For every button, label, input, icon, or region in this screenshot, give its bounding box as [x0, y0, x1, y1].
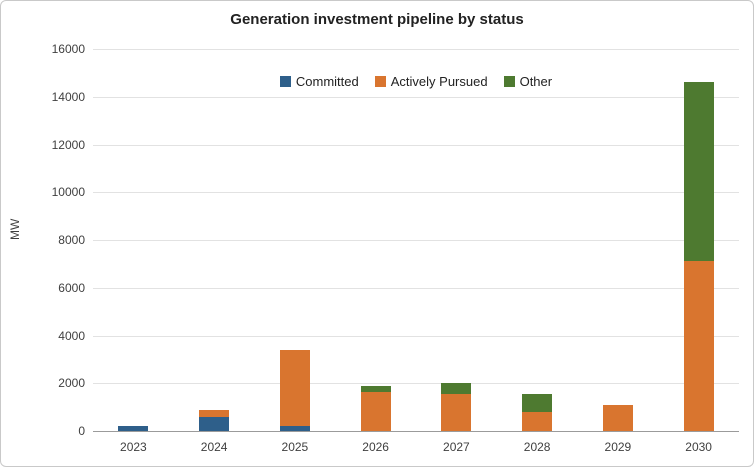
gridline	[93, 96, 739, 98]
legend-swatch	[279, 76, 291, 87]
y-tick-label: 14000	[51, 89, 85, 104]
y-tick-label: 2000	[58, 376, 85, 391]
bar-segment-other	[441, 383, 472, 394]
legend-item: Committed	[279, 74, 359, 89]
y-tick-label: 8000	[58, 233, 85, 247]
bar-segment-actively-pursued	[199, 409, 230, 417]
gridline	[93, 383, 739, 385]
gridline	[93, 49, 739, 50]
x-tick-label: 2030	[685, 440, 712, 454]
x-tick-label: 2029	[604, 440, 632, 454]
chart-title: Generation investment pipeline by status	[230, 11, 524, 28]
y-axis-title: MW	[8, 218, 22, 240]
gridline	[93, 335, 739, 337]
legend-label: Committed	[295, 74, 359, 89]
bar-segment-actively-pursued	[522, 411, 553, 431]
bar-segment-committed	[199, 416, 230, 431]
y-tick-label: 0	[78, 424, 85, 438]
legend-swatch	[503, 76, 515, 87]
y-tick-label: 4000	[58, 328, 85, 343]
legend-item: Actively Pursued	[374, 74, 488, 89]
legend-label: Actively Pursued	[390, 74, 488, 89]
bar-segment-committed	[279, 426, 310, 431]
x-tick-label: 2024	[200, 440, 228, 454]
bar-segment-actively-pursued	[602, 404, 633, 431]
bar-segment-other	[683, 82, 714, 262]
x-tick-label: 2027	[443, 440, 470, 454]
gridline	[93, 192, 739, 194]
bar-segment-actively-pursued	[441, 393, 472, 431]
x-tick-label: 2023	[120, 440, 147, 454]
legend-swatch	[374, 76, 386, 87]
y-tick-label: 10000	[51, 185, 85, 200]
x-tick-label: 2028	[523, 440, 551, 454]
gridline	[93, 287, 739, 289]
legend-item: Other	[503, 74, 553, 89]
x-axis-line	[93, 431, 739, 432]
y-tick-label: 12000	[51, 137, 85, 152]
bar-segment-actively-pursued	[360, 391, 391, 431]
bar-segment-other	[522, 393, 553, 412]
bar-segment-actively-pursued	[683, 261, 714, 431]
y-tick-label: 16000	[51, 42, 85, 56]
y-tick-label: 6000	[58, 280, 85, 295]
bar-segment-other	[360, 385, 391, 392]
gridline	[93, 144, 739, 146]
legend: Committed Actively Pursued Other	[93, 74, 739, 89]
legend-label: Other	[519, 74, 553, 89]
bar-segment-committed	[118, 426, 149, 431]
bar-segment-actively-pursued	[279, 349, 310, 427]
plot-area: 0 2000 4000 6000 8000 10000 12000 14000 16000 202…	[52, 42, 739, 454]
x-tick-label: 2025	[281, 440, 309, 454]
x-tick-label: 2026	[362, 440, 389, 454]
gridline	[93, 240, 739, 241]
